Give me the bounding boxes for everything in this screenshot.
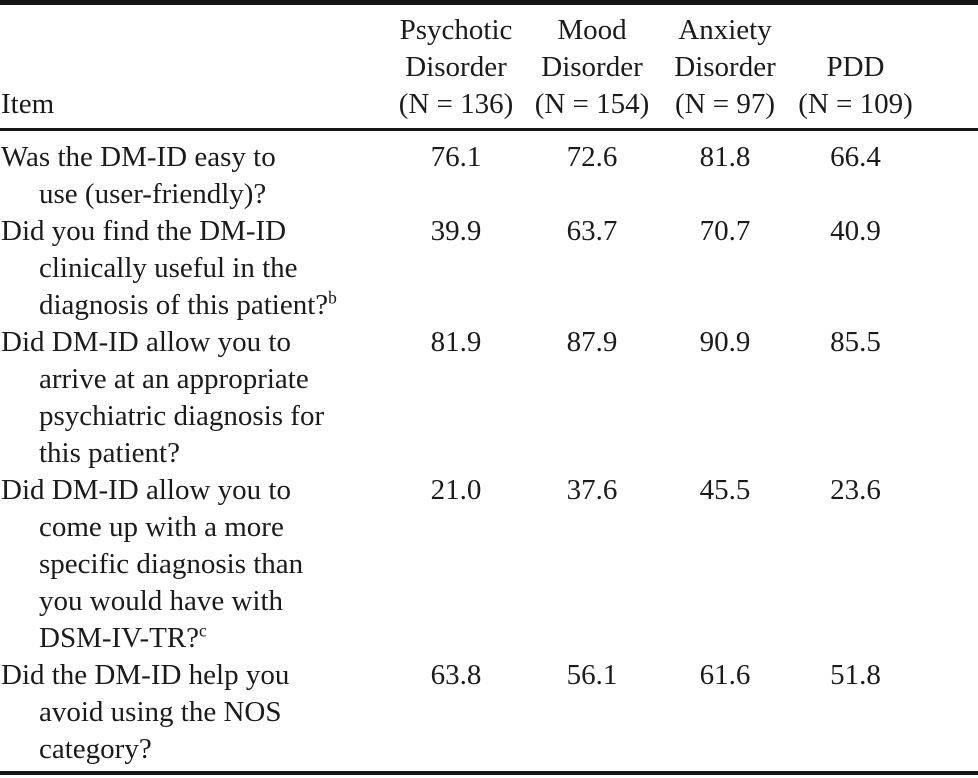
value-cell: 90.9 [699,326,751,358]
item-text-line: arrive at an appropriate [39,363,309,395]
item-text-line: DSM-IV-TR?c [39,620,207,654]
column-header-name: Disorder [674,51,776,83]
table-row: Did the DM-ID help you avoid using the NO… [0,657,978,773]
item-text-line: Was the DM-ID easy to [1,141,276,173]
item-text-line: Did DM-ID allow you to [1,474,291,506]
table-row: Did you find the DM-ID clinically useful … [0,213,978,324]
value-cell: 66.4 [830,141,881,173]
item-text-line: clinically useful in the [39,252,298,284]
item-text-line: Did you find the DM-ID [1,215,287,247]
value-cell: 70.7 [699,215,751,247]
value-cell: 37.6 [566,474,618,506]
item-text-line: Did the DM-ID help you [1,659,290,691]
column-header-name: Mood [557,14,627,46]
column-header-group: PDD (N = 109) [788,2,978,131]
item-cell: Did DM-ID allow you to come up with a mor… [0,472,390,657]
column-header-name: Disorder [405,51,507,83]
item-cell: Was the DM-ID easy to use (user-friendly)… [0,130,390,214]
value-cell: 21.0 [430,474,482,506]
table-row: Was the DM-ID easy to use (user-friendly)… [0,130,978,214]
value-cell: 39.9 [430,215,482,247]
column-header-item-label: Item [1,88,55,120]
table-row: Did DM-ID allow you to come up with a mor… [0,472,978,657]
value-cell: 72.6 [566,141,618,173]
footnote-marker: b [328,287,337,308]
value-cell: 81.8 [699,141,751,173]
value-cell: 87.9 [566,326,618,358]
value-cell: 81.9 [430,326,482,358]
footnote-marker: c [199,620,207,641]
column-header-sample-size: (N = 109) [798,88,913,120]
item-text-line: come up with a more [39,511,284,543]
column-header-sample-size: (N = 136) [398,88,514,120]
item-text-line: use (user-friendly)? [39,178,267,210]
table-body: Was the DM-ID easy to use (user-friendly)… [0,130,978,774]
value-cell: 61.6 [699,659,751,691]
item-cell: Did the DM-ID help you avoid using the NO… [0,657,390,773]
item-text-line: this patient? [39,437,180,469]
column-header-name: Disorder [541,51,643,83]
item-cell: Did DM-ID allow you to arrive at an appro… [0,324,390,472]
value-cell: 63.7 [566,215,618,247]
column-header-sample-size: (N = 154) [534,88,650,120]
value-cell: 76.1 [430,141,482,173]
item-cell: Did you find the DM-ID clinically useful … [0,213,390,324]
column-header-group: Anxiety Disorder (N = 97) [662,2,788,131]
item-text-line: psychiatric diagnosis for [39,400,325,432]
value-cell: 45.5 [699,474,751,506]
value-cell: 85.5 [830,326,881,358]
item-text-line: specific diagnosis than [39,548,304,580]
column-header-name: PDD [826,51,885,83]
item-text-line: you would have with [39,585,284,617]
value-cell: 63.8 [430,659,482,691]
table-row: Did DM-ID allow you to arrive at an appro… [0,324,978,472]
column-header-name: Psychotic [399,14,513,46]
column-header-group: Psychotic Disorder (N = 136) [390,2,522,131]
item-text-line: avoid using the NOS [39,696,282,728]
value-cell: 23.6 [830,474,881,506]
item-text-line: category? [39,733,152,765]
column-header-name: Anxiety [678,14,772,46]
value-cell: 51.8 [830,659,881,691]
value-cell: 40.9 [830,215,881,247]
column-header-group: Mood Disorder (N = 154) [522,2,662,131]
header-row: Item Psychotic Disorder (N = 136) Mood Disor… [0,2,978,131]
item-text-line: Did DM-ID allow you to [1,326,291,358]
column-header-item: Item [0,2,390,131]
item-text-line: diagnosis of this patient?b [39,287,337,321]
column-header-sample-size: (N = 97) [674,88,776,120]
value-cell: 56.1 [566,659,618,691]
